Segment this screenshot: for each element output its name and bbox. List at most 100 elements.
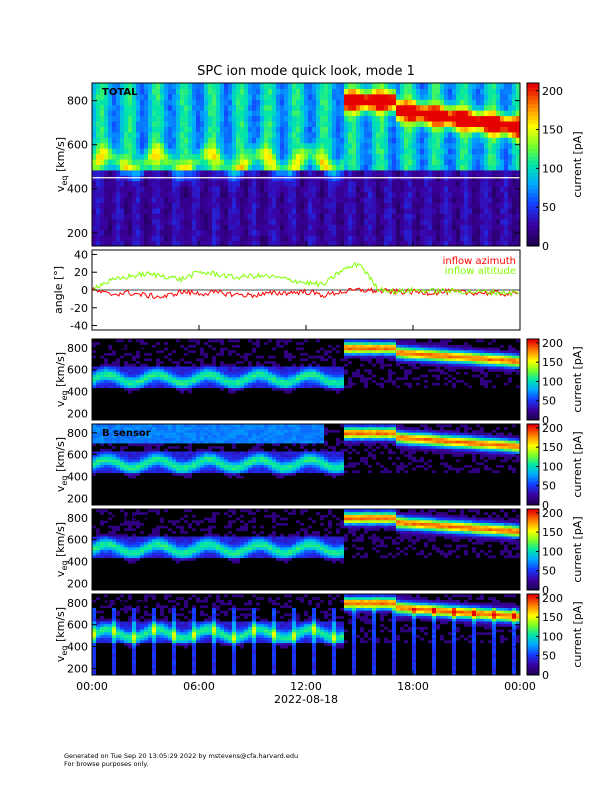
heatmap-cell xyxy=(176,406,181,410)
heatmap-cell xyxy=(152,376,157,380)
heatmap-cell xyxy=(236,224,241,231)
heatmap-cell xyxy=(100,395,105,399)
heatmap-cell xyxy=(312,137,317,144)
heatmap-cell xyxy=(276,382,281,386)
heatmap-cell xyxy=(368,99,373,106)
heatmap-cell xyxy=(492,186,497,193)
heatmap-cell xyxy=(100,363,105,367)
heatmap-cell xyxy=(256,349,261,353)
heatmap-cell xyxy=(304,374,309,378)
heatmap-cell xyxy=(304,382,309,386)
heatmap-cell xyxy=(372,229,377,236)
heatmap-cell xyxy=(460,240,465,247)
heatmap-cell xyxy=(216,207,221,214)
heatmap-cell xyxy=(288,191,293,198)
heatmap-cell xyxy=(196,240,201,247)
heatmap-cell xyxy=(184,357,189,362)
heatmap-cell xyxy=(492,191,497,198)
heatmap-cell xyxy=(508,197,513,204)
heatmap-cell xyxy=(448,218,453,225)
heatmap-cell xyxy=(228,409,233,413)
heatmap-cell xyxy=(392,121,397,127)
heatmap-cell xyxy=(516,88,521,95)
heatmap-cell xyxy=(252,371,257,375)
heatmap-cell xyxy=(492,169,497,176)
heatmap-cell xyxy=(128,357,133,362)
heatmap-cell xyxy=(176,224,181,231)
heatmap-cell xyxy=(376,202,381,209)
heatmap-cell xyxy=(512,191,517,198)
heatmap-cell xyxy=(240,414,245,418)
heatmap-cell xyxy=(332,153,337,160)
heatmap-cell xyxy=(156,110,161,117)
heatmap-cell xyxy=(108,366,113,370)
heatmap-cell xyxy=(512,121,517,127)
heatmap-cell xyxy=(156,357,161,362)
heatmap-cell xyxy=(120,379,125,383)
heatmap-cell xyxy=(360,153,365,160)
heatmap-cell xyxy=(284,175,289,182)
heatmap-cell xyxy=(188,153,193,160)
heatmap-cell xyxy=(160,339,165,343)
heatmap-cell xyxy=(408,202,413,209)
heatmap-cell xyxy=(160,229,165,236)
heatmap-cell xyxy=(244,115,249,122)
heatmap-cell xyxy=(432,148,437,155)
heatmap-cell xyxy=(152,382,157,386)
heatmap-cell xyxy=(208,164,213,171)
heatmap-cell xyxy=(172,213,177,220)
heatmap-cell xyxy=(448,191,453,198)
heatmap-cell xyxy=(348,207,353,214)
heatmap-cell xyxy=(444,229,449,236)
heatmap-cell xyxy=(160,352,165,356)
heatmap-cell xyxy=(100,387,105,391)
heatmap-cell xyxy=(252,229,257,236)
heatmap-cell xyxy=(380,153,385,160)
heatmap-cell xyxy=(332,126,337,133)
heatmap-cell xyxy=(140,341,145,345)
heatmap-cell xyxy=(108,235,113,242)
heatmap-cell xyxy=(212,403,217,407)
heatmap-cell xyxy=(384,213,389,220)
heatmap-cell xyxy=(308,218,313,225)
heatmap-cell xyxy=(196,137,201,144)
heatmap-cell xyxy=(288,169,293,176)
heatmap-cell xyxy=(496,175,501,182)
heatmap-cell xyxy=(252,409,257,413)
heatmap-cell xyxy=(172,360,177,364)
heatmap-cell xyxy=(104,347,109,351)
heatmap-cell xyxy=(268,164,273,171)
heatmap-cell xyxy=(296,131,301,138)
colorbar-segment xyxy=(527,193,539,198)
heatmap-cell xyxy=(428,110,433,117)
heatmap-cell xyxy=(144,355,149,359)
heatmap-cell xyxy=(232,126,237,133)
heatmap-cell xyxy=(168,406,173,410)
heatmap-cell xyxy=(280,352,285,356)
heatmap-cell xyxy=(244,93,249,100)
heatmap-cell xyxy=(412,99,417,106)
heatmap-cell xyxy=(200,88,205,95)
heatmap-cell xyxy=(280,202,285,209)
heatmap-cell xyxy=(100,240,105,247)
heatmap-cell xyxy=(308,379,313,383)
heatmap-cell xyxy=(236,414,241,418)
heatmap-cell xyxy=(384,229,389,236)
heatmap-cell xyxy=(164,153,169,160)
heatmap-cell xyxy=(116,357,121,362)
heatmap-cell xyxy=(200,395,205,399)
heatmap-cell xyxy=(96,406,101,410)
heatmap-cell xyxy=(96,376,101,380)
heatmap-cell xyxy=(260,363,265,367)
heatmap-cell xyxy=(440,169,445,176)
heatmap-cell xyxy=(196,409,201,413)
heatmap-cell xyxy=(128,339,133,343)
heatmap-cell xyxy=(252,148,257,155)
heatmap-cell xyxy=(132,417,137,421)
heatmap-cell xyxy=(376,148,381,155)
heatmap-cell xyxy=(208,180,213,187)
heatmap-cell xyxy=(240,411,245,416)
heatmap-cell xyxy=(284,169,289,176)
heatmap-cell xyxy=(440,148,445,155)
heatmap-cell xyxy=(92,169,97,176)
